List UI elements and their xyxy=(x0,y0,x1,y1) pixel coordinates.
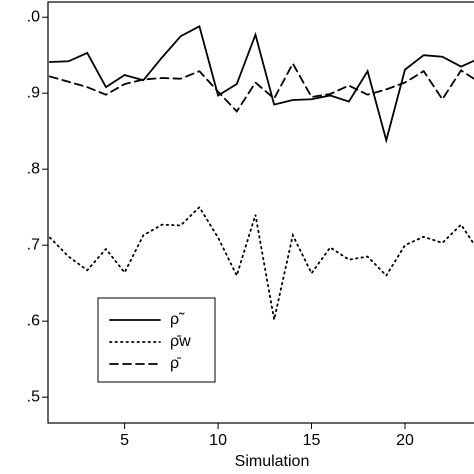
y-tick-label: .7 xyxy=(27,236,40,253)
series-line xyxy=(48,24,474,144)
x-tick-label: 10 xyxy=(209,432,227,449)
y-tick-label: .0 xyxy=(27,8,40,25)
x-tick-label: 20 xyxy=(396,432,414,449)
x-tick-label: 15 xyxy=(303,432,321,449)
y-tick-label: .5 xyxy=(27,388,40,405)
y-tick-label: .9 xyxy=(27,84,40,101)
y-tick-label: .8 xyxy=(27,160,40,177)
legend-box xyxy=(97,297,216,383)
legend-label: ρ̄ xyxy=(170,355,182,372)
y-tick-label: .6 xyxy=(27,312,40,329)
series-line xyxy=(48,61,474,113)
series-line xyxy=(48,205,474,320)
legend-label: ρ̄w xyxy=(170,333,191,350)
x-tick-label: 5 xyxy=(120,432,129,449)
plot-frame xyxy=(47,1,474,424)
x-axis-label: Simulation xyxy=(235,453,310,470)
